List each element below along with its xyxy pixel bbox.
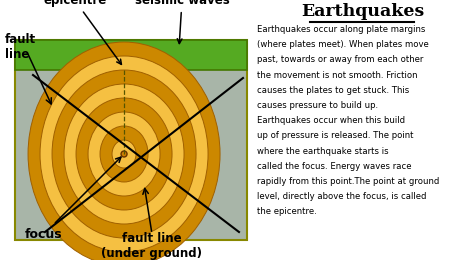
Text: rapidly from this point.The point at ground: rapidly from this point.The point at gro… xyxy=(257,177,439,186)
Text: called the focus. Energy waves race: called the focus. Energy waves race xyxy=(257,162,411,171)
Text: Earthquakes: Earthquakes xyxy=(301,3,424,20)
Ellipse shape xyxy=(121,151,127,157)
Text: causes the plates to get stuck. This: causes the plates to get stuck. This xyxy=(257,86,409,95)
Text: fault line
(under ground): fault line (under ground) xyxy=(101,232,202,260)
Text: the movement is not smooth. Friction: the movement is not smooth. Friction xyxy=(257,71,418,80)
Bar xyxy=(15,40,247,240)
Text: causes pressure to build up.: causes pressure to build up. xyxy=(257,101,378,110)
Text: focus: focus xyxy=(25,157,121,240)
Text: (where plates meet). When plates move: (where plates meet). When plates move xyxy=(257,40,429,49)
Text: Earthquakes occur when this build: Earthquakes occur when this build xyxy=(257,116,405,125)
Text: where the earthquake starts is: where the earthquake starts is xyxy=(257,147,389,155)
Ellipse shape xyxy=(88,112,160,196)
Text: epicentre: epicentre xyxy=(44,0,121,64)
Ellipse shape xyxy=(64,84,184,224)
Ellipse shape xyxy=(112,140,136,168)
Ellipse shape xyxy=(40,56,208,252)
Text: Earthquakes occur along plate margins: Earthquakes occur along plate margins xyxy=(257,25,425,34)
Text: seismic waves: seismic waves xyxy=(135,0,229,43)
Text: up of pressure is released. The point: up of pressure is released. The point xyxy=(257,131,413,140)
Ellipse shape xyxy=(28,42,220,260)
Text: fault
line: fault line xyxy=(5,33,36,61)
Text: level, directly above the focus, is called: level, directly above the focus, is call… xyxy=(257,192,427,201)
Text: past, towards or away from each other: past, towards or away from each other xyxy=(257,55,423,64)
Ellipse shape xyxy=(100,126,148,182)
Text: the epicentre.: the epicentre. xyxy=(257,207,317,216)
Ellipse shape xyxy=(76,98,172,210)
Ellipse shape xyxy=(52,70,196,238)
Bar xyxy=(15,40,247,70)
